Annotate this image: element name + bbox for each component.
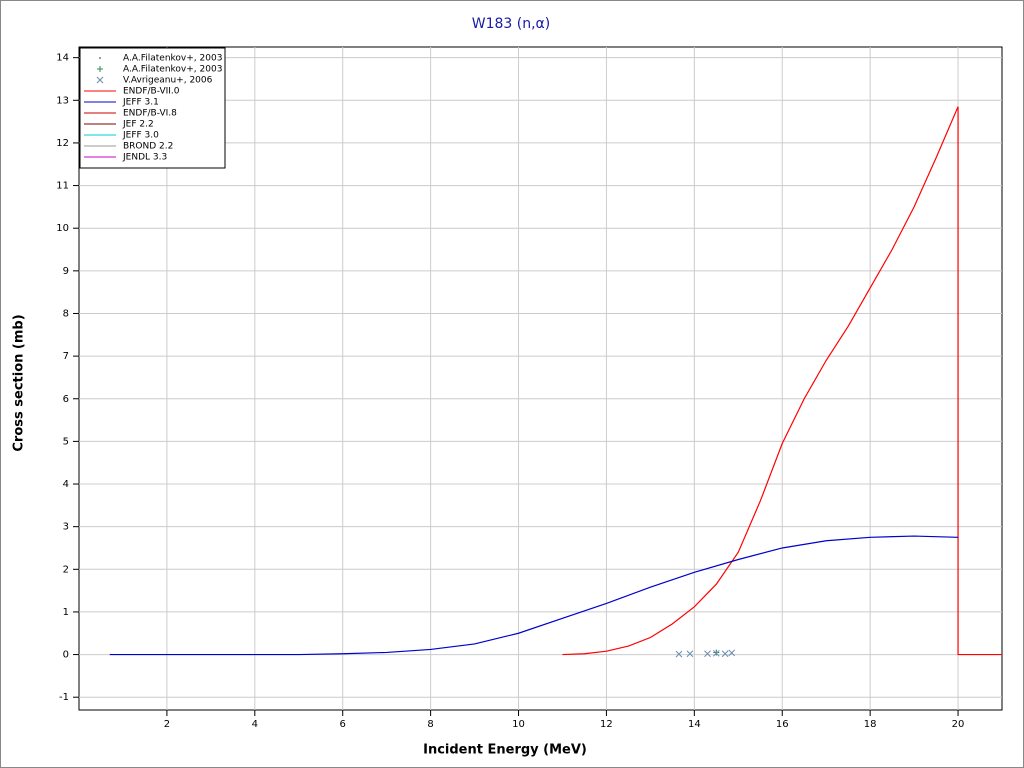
legend-label: JEFF 3.1 — [122, 98, 159, 108]
x-tick-label: 2 — [164, 719, 170, 730]
x-tick-label: 18 — [864, 719, 877, 730]
data-point — [99, 57, 101, 59]
x-tick-label: 8 — [427, 719, 433, 730]
marker-cross — [96, 76, 104, 84]
y-tick-label: -1 — [59, 692, 69, 703]
marker-cross — [704, 650, 711, 658]
data-point — [97, 66, 103, 72]
y-tick-label: 0 — [63, 650, 69, 661]
plot-area — [78, 46, 1003, 711]
y-tick-label: 4 — [63, 479, 69, 490]
data-point — [96, 76, 104, 84]
y-tick-label: 12 — [56, 138, 69, 149]
y-tick-label: 9 — [63, 266, 69, 277]
marker-plus — [713, 649, 720, 656]
y-tick-label: 14 — [56, 53, 69, 64]
legend-label: JEF 2.2 — [122, 120, 154, 130]
marker-cross — [686, 650, 694, 658]
legend-label: A.A.Filatenkov+, 2003 — [123, 54, 222, 64]
x-tick-label: 6 — [340, 719, 346, 730]
y-tick-label: 5 — [63, 436, 69, 447]
x-tick-label: 20 — [952, 719, 965, 730]
legend-label: ENDF/B-VII.0 — [123, 87, 180, 97]
series-line — [562, 106, 1002, 656]
y-tick-label: 13 — [56, 95, 69, 106]
marker-dot — [99, 57, 101, 59]
marker-cross — [728, 649, 736, 657]
marker-cross — [712, 649, 720, 657]
y-tick-label: 11 — [56, 181, 69, 192]
marker-plus — [97, 66, 103, 72]
marker-cross — [721, 650, 729, 658]
legend-label: JENDL 3.3 — [122, 153, 167, 163]
x-tick-label: 14 — [688, 719, 701, 730]
x-tick-label: 16 — [776, 719, 789, 730]
y-tick-label: 6 — [63, 394, 69, 405]
data-point — [721, 650, 729, 658]
data-point — [712, 649, 720, 657]
y-tick-label: 10 — [56, 223, 69, 234]
legend-label: ENDF/B-VI.8 — [123, 109, 177, 119]
data-point — [728, 649, 736, 657]
data-point — [713, 649, 720, 656]
chart-title: W183 (n,α) — [472, 16, 551, 32]
data-point — [704, 650, 711, 658]
y-tick-label: 1 — [63, 607, 69, 618]
x-tick-label: 12 — [600, 719, 613, 730]
y-tick-label: 8 — [63, 308, 69, 319]
legend-box — [79, 47, 226, 169]
y-tick-label: 7 — [63, 351, 69, 362]
y-tick-label: 3 — [63, 522, 69, 533]
x-tick-label: 4 — [252, 719, 258, 730]
legend-label: BROND 2.2 — [123, 142, 173, 152]
data-point — [686, 650, 694, 658]
x-axis-label: Incident Energy (MeV) — [423, 743, 587, 758]
x-tick-label: 10 — [512, 719, 525, 730]
y-tick-label: 2 — [63, 564, 69, 575]
legend-label: A.A.Filatenkov+, 2003 — [123, 65, 222, 75]
y-axis-label: Cross section (mb) — [12, 314, 27, 451]
legend-label: JEFF 3.0 — [122, 131, 159, 141]
legend-label: V.Avrigeanu+, 2006 — [123, 76, 213, 86]
marker-cross — [675, 650, 683, 658]
series-line — [109, 535, 959, 656]
data-point — [675, 650, 683, 658]
